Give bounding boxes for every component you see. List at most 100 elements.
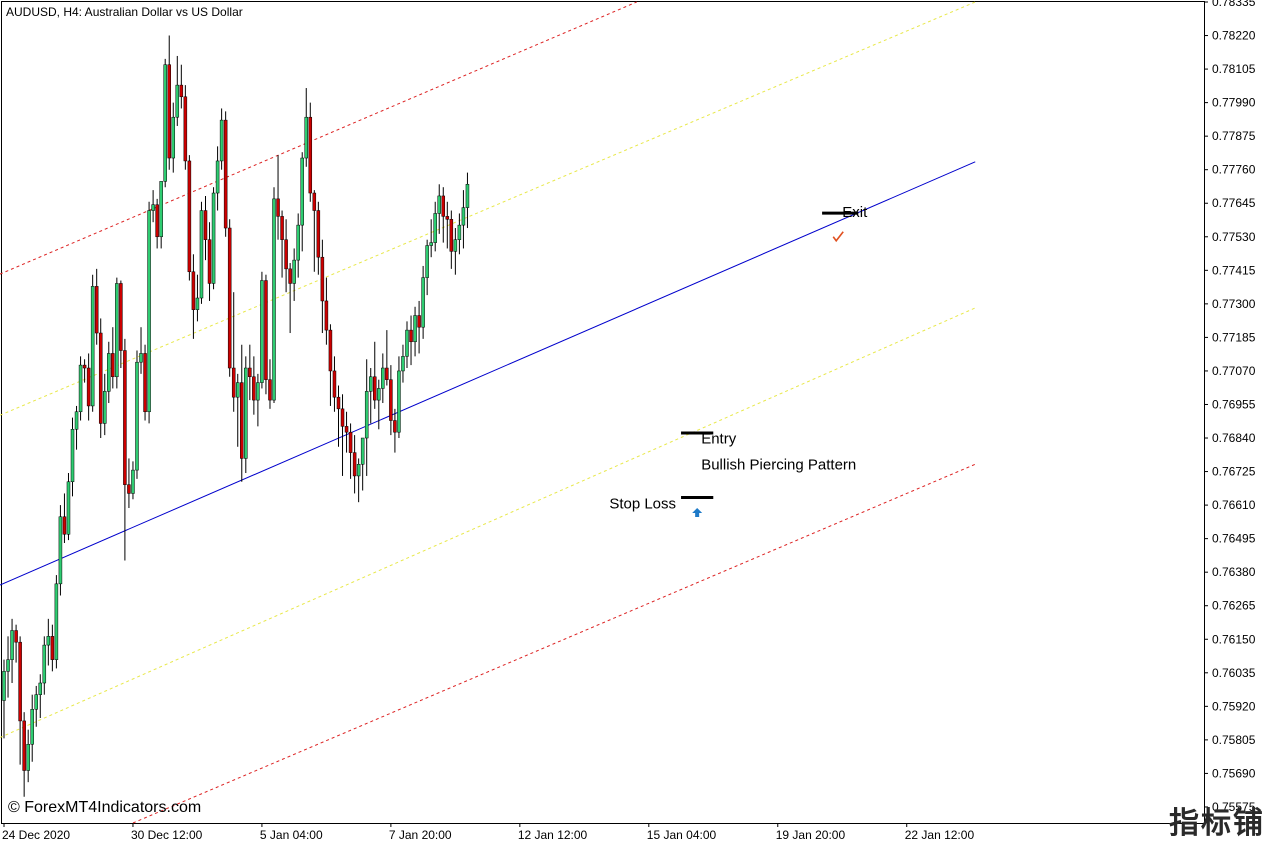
bear-candle bbox=[248, 367, 252, 378]
channel-line-lower-yellow bbox=[0, 307, 976, 739]
price-tick-label: 0.76380 bbox=[1212, 565, 1256, 579]
bull-candle bbox=[425, 245, 429, 278]
bear-candle bbox=[231, 367, 236, 398]
bear-candle bbox=[123, 350, 127, 485]
bear-candle bbox=[348, 431, 353, 453]
bull-candle bbox=[107, 353, 111, 392]
time-tick-label: 24 Dec 2020 bbox=[2, 828, 70, 842]
bear-candle bbox=[252, 376, 256, 401]
price-tick-label: 0.77300 bbox=[1212, 297, 1256, 311]
price-tick-label: 0.77185 bbox=[1212, 330, 1256, 344]
bull-candle bbox=[235, 382, 240, 398]
bull-candle bbox=[6, 659, 10, 672]
price-tick-label: 0.77530 bbox=[1212, 230, 1256, 244]
bear-candle bbox=[288, 268, 292, 284]
channel-line-lower-red bbox=[132, 463, 976, 824]
bull-candle bbox=[147, 210, 151, 413]
bull-candle bbox=[90, 286, 95, 407]
regression-channel bbox=[0, 1, 976, 824]
bear-candle bbox=[227, 227, 232, 369]
bull-candle bbox=[103, 391, 107, 424]
bull-candle bbox=[131, 469, 135, 494]
bear-candle bbox=[340, 408, 345, 427]
bear-candle bbox=[389, 379, 393, 421]
bull-candle bbox=[30, 709, 34, 745]
bull-candle bbox=[465, 184, 470, 208]
bear-candle bbox=[14, 630, 18, 643]
bear-candle bbox=[328, 329, 333, 372]
time-tick-label: 19 Jan 20:00 bbox=[776, 828, 846, 842]
corner-logo: 指标铺 bbox=[1169, 806, 1265, 841]
bear-candle bbox=[312, 192, 317, 211]
bull-candle bbox=[199, 210, 204, 299]
bull-candle bbox=[74, 411, 79, 430]
bull-candle bbox=[115, 283, 119, 378]
bull-candle bbox=[433, 213, 437, 243]
time-tick-label: 5 Jan 04:00 bbox=[260, 828, 323, 842]
bear-candle bbox=[316, 210, 321, 258]
bear-candle bbox=[280, 216, 284, 240]
bull-candle bbox=[54, 583, 59, 660]
bear-candle bbox=[352, 452, 357, 477]
bear-candle bbox=[94, 286, 99, 334]
bear-candle bbox=[409, 329, 413, 343]
bull-candle bbox=[70, 429, 75, 483]
price-tick-label: 0.77070 bbox=[1212, 364, 1256, 378]
price-axis: 0.78335 0.78220 0.78105 0.77990 0.77875 0.777… bbox=[1204, 0, 1256, 814]
buy-arrow-icon bbox=[692, 508, 703, 518]
bull-candle bbox=[397, 370, 401, 433]
price-tick-label: 0.77875 bbox=[1212, 129, 1256, 143]
time-tick-label: 7 Jan 20:00 bbox=[389, 828, 452, 842]
bull-candle bbox=[244, 367, 248, 459]
bear-candle bbox=[183, 96, 188, 162]
bull-candle bbox=[10, 630, 14, 660]
bull-candle bbox=[260, 280, 264, 383]
price-tick-label: 0.78335 bbox=[1212, 0, 1256, 9]
time-tick-label: 30 Dec 12:00 bbox=[131, 828, 203, 842]
bull-candle bbox=[139, 353, 143, 363]
bull-candle bbox=[457, 224, 462, 240]
bull-candle bbox=[175, 84, 180, 118]
bull-candle bbox=[135, 361, 139, 471]
bear-candle bbox=[264, 280, 268, 380]
bull-candle bbox=[377, 388, 381, 401]
bull-candle bbox=[429, 242, 433, 246]
bull-candle bbox=[34, 694, 38, 710]
time-axis: 24 Dec 2020 30 Dec 12:00 5 Jan 04:00 7 Jan … bbox=[2, 823, 974, 842]
annotations: Entry Bullish Piercing Pattern Stop Loss Ex… bbox=[609, 204, 868, 512]
time-tick-label: 12 Jan 12:00 bbox=[518, 828, 588, 842]
bear-candle bbox=[373, 376, 377, 401]
bull-candle bbox=[405, 329, 409, 357]
bear-candle bbox=[155, 204, 159, 238]
bull-candle bbox=[368, 376, 373, 392]
bull-candle bbox=[42, 644, 47, 684]
bear-candle bbox=[320, 256, 325, 302]
bull-candle bbox=[38, 682, 43, 695]
check-mark-icon bbox=[832, 231, 844, 243]
bear-candle bbox=[385, 367, 389, 380]
bear-candle bbox=[445, 216, 450, 220]
candlesticks bbox=[2, 35, 470, 797]
bull-candle bbox=[296, 224, 300, 261]
price-tick-label: 0.77645 bbox=[1212, 196, 1256, 210]
bull-candle bbox=[453, 239, 458, 252]
watermark: © ForexMT4Indicators.com bbox=[8, 799, 201, 816]
bear-candle bbox=[18, 641, 22, 722]
bull-candle bbox=[421, 277, 425, 328]
annotation-stop-loss: Stop Loss bbox=[609, 495, 676, 512]
price-tick-label: 0.75575 bbox=[1212, 800, 1256, 814]
bull-candle bbox=[401, 356, 405, 372]
bear-candle bbox=[284, 239, 288, 270]
bear-candle bbox=[50, 636, 55, 660]
bear-candle bbox=[179, 84, 184, 98]
bull-candle bbox=[381, 367, 385, 389]
bear-candle bbox=[344, 426, 349, 433]
channel-line-middle bbox=[0, 161, 976, 586]
price-tick-label: 0.75690 bbox=[1212, 766, 1256, 780]
price-tick-label: 0.76035 bbox=[1212, 666, 1256, 680]
bull-candle bbox=[461, 207, 466, 226]
bull-candle bbox=[413, 315, 417, 343]
bull-candle bbox=[437, 195, 441, 214]
